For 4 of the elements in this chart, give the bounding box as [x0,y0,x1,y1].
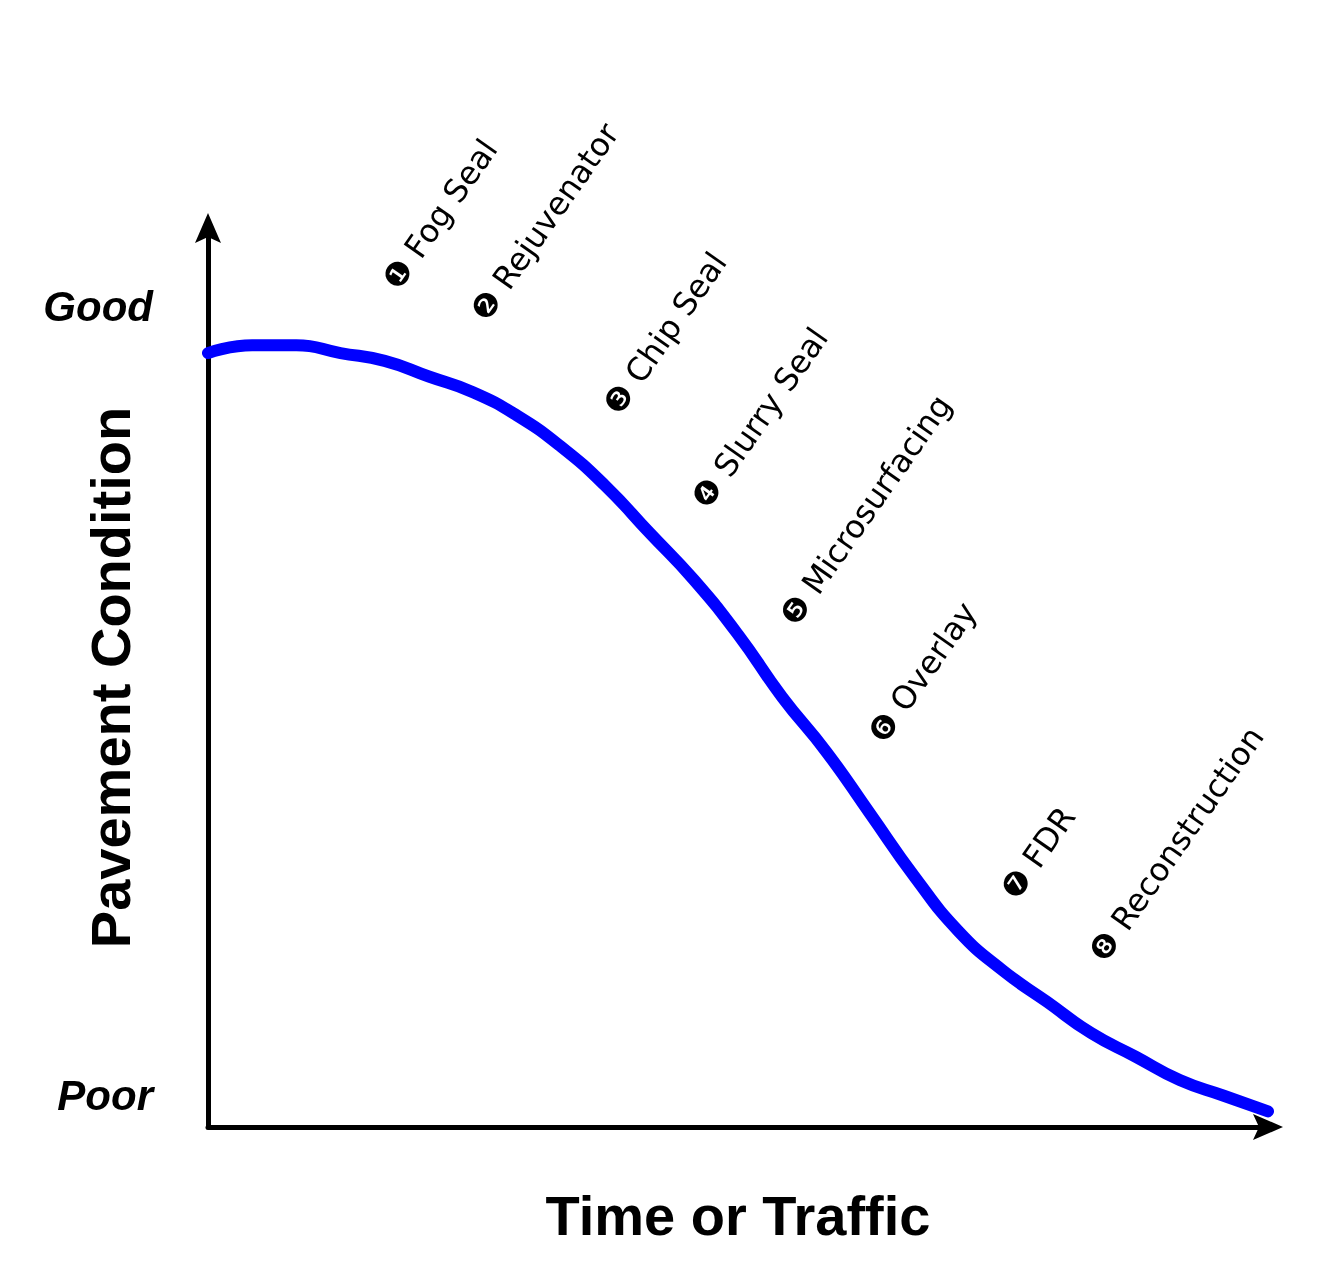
y-axis-title: Pavement Condition [78,406,142,949]
text: Poor [57,1072,156,1120]
x-axis-title: Time or Traffic [545,1183,931,1247]
text: Good [43,282,155,330]
